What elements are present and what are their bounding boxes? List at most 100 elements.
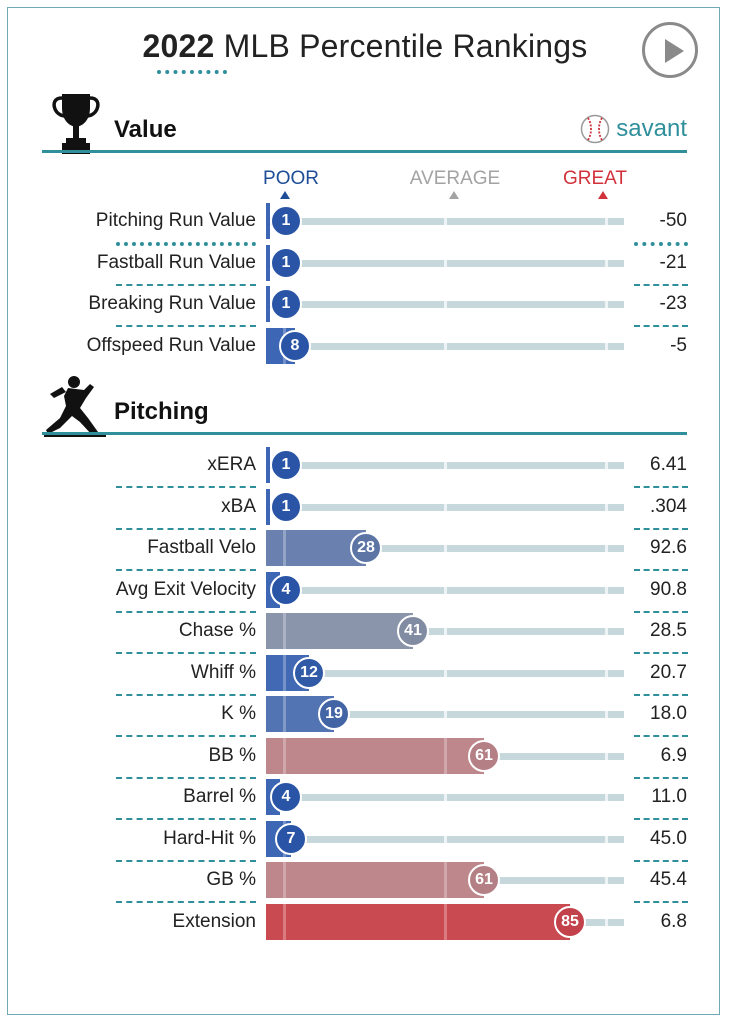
bar-tick (283, 654, 286, 691)
metric-row-chase[interactable]: Chase % 41 28.5 (0, 613, 730, 649)
metric-row-extension[interactable]: Extension 85 6.8 (0, 903, 730, 940)
track-tick (444, 545, 447, 552)
metric-row-offspeed-run-value[interactable]: Offspeed Run Value 8 -5 (0, 327, 730, 364)
scale-poor-label: POOR (263, 168, 319, 189)
baseball-icon (581, 114, 610, 144)
percentile-circle[interactable]: 1 (270, 288, 302, 320)
row-separator (634, 610, 688, 613)
metric-value: 45.4 (650, 869, 687, 890)
row-separator (116, 901, 256, 903)
metric-value: 6.9 (660, 744, 687, 766)
metric-row-barrel[interactable]: Barrel % 4 11.0 (0, 779, 730, 815)
metric-row-gb[interactable]: GB % 61 45.4 (0, 862, 730, 898)
metric-value: 90.8 (650, 578, 687, 600)
track-tick (605, 628, 608, 635)
bar-tick (283, 530, 286, 566)
bar-tick (283, 613, 286, 649)
row-separator (634, 283, 688, 286)
percentile-circle[interactable]: 19 (318, 698, 350, 730)
row-separator (116, 818, 256, 820)
metric-value: -21 (659, 251, 687, 273)
metric-row-whiff[interactable]: Whiff % 12 20.7 (0, 654, 730, 691)
metric-row-bb[interactable]: BB % 61 6.9 (0, 737, 730, 774)
row-separator (634, 859, 688, 862)
track-tick (444, 794, 447, 801)
row-separator (116, 859, 256, 862)
percentile-card (7, 7, 720, 1015)
savant-logo[interactable]: savant (580, 114, 687, 144)
poor-caret-icon (280, 191, 290, 199)
track-tick (444, 628, 447, 635)
percentile-bar (266, 244, 270, 281)
track-tick (605, 259, 608, 267)
percentile-circle[interactable]: 1 (270, 205, 302, 237)
row-separator (116, 486, 256, 488)
row-separator (634, 527, 688, 530)
pitching-section-title: Pitching (114, 398, 209, 425)
metric-row-pitching-run-value[interactable]: Pitching Run Value 1 -50 (0, 203, 730, 239)
percentile-circle[interactable]: 4 (270, 781, 302, 813)
row-separator (116, 527, 256, 530)
metric-row-avg-exit-velocity[interactable]: Avg Exit Velocity 4 90.8 (0, 571, 730, 608)
percentile-circle[interactable]: 7 (275, 822, 307, 855)
percentile-circle[interactable]: 41 (397, 615, 429, 647)
bar-tick (444, 737, 447, 774)
row-separator (634, 242, 688, 246)
play-icon (665, 39, 684, 63)
metric-value: -23 (659, 293, 687, 314)
percentile-circle[interactable]: 1 (270, 449, 302, 481)
row-separator (116, 652, 256, 654)
percentile-circle[interactable]: 1 (270, 490, 302, 523)
pitching-section-header: Pitching (42, 374, 687, 437)
bar-tick (444, 862, 447, 898)
metric-row-fastball-run-value[interactable]: Fastball Run Value 1 -21 (0, 244, 730, 281)
percentile-circle[interactable]: 61 (468, 739, 500, 772)
track-tick (605, 586, 608, 594)
percentile-bar (266, 613, 413, 649)
metric-row-k[interactable]: K % 19 18.0 (0, 696, 730, 732)
percentile-circle[interactable]: 28 (350, 532, 382, 564)
play-button[interactable] (642, 22, 698, 78)
percentile-circle[interactable]: 12 (293, 656, 325, 689)
metric-label: Extension (172, 910, 256, 932)
track-tick (605, 794, 608, 801)
metric-row-xba[interactable]: xBA 1 .304 (0, 488, 730, 525)
percentile-bar (266, 737, 484, 774)
metric-label: BB % (208, 744, 256, 766)
bar-tick (283, 903, 286, 940)
track-tick (605, 545, 608, 552)
bar-tick (283, 696, 286, 732)
bar-tick (444, 903, 447, 940)
row-separator (116, 283, 256, 286)
metric-label: Hard-Hit % (163, 827, 256, 849)
track-tick (444, 342, 447, 350)
percentile-circle[interactable]: 4 (270, 573, 302, 606)
percentile-circle[interactable]: 85 (554, 905, 586, 938)
percentile-circle[interactable]: 8 (279, 329, 311, 362)
percentile-bar (266, 530, 366, 566)
pitching-section-rule (42, 432, 687, 435)
row-separator (634, 818, 688, 820)
metric-row-breaking-run-value[interactable]: Breaking Run Value 1 -23 (0, 286, 730, 322)
percentile-circle[interactable]: 1 (270, 246, 302, 279)
bar-tick (283, 737, 286, 774)
row-separator (634, 693, 688, 696)
percentile-bar (266, 447, 270, 483)
percentile-circle[interactable]: 61 (468, 864, 500, 896)
value-section-title: Value (114, 116, 177, 143)
metric-label: Whiff % (190, 661, 256, 683)
metric-value: 6.8 (660, 910, 687, 932)
metric-row-hard-hit[interactable]: Hard-Hit % 7 45.0 (0, 820, 730, 857)
track-tick (444, 669, 447, 677)
track-tick (605, 462, 608, 469)
percentile-bar (266, 862, 484, 898)
track-tick (605, 342, 608, 350)
metric-row-fastball-velo[interactable]: Fastball Velo 28 92.6 (0, 530, 730, 566)
row-separator (116, 242, 256, 246)
pitcher-icon (44, 376, 106, 437)
track-tick (605, 752, 608, 760)
page-title: 2022 MLB Percentile Rankings (0, 28, 730, 65)
metric-row-xera[interactable]: xERA 1 6.41 (0, 447, 730, 483)
row-separator (116, 610, 256, 613)
track-tick (605, 835, 608, 843)
